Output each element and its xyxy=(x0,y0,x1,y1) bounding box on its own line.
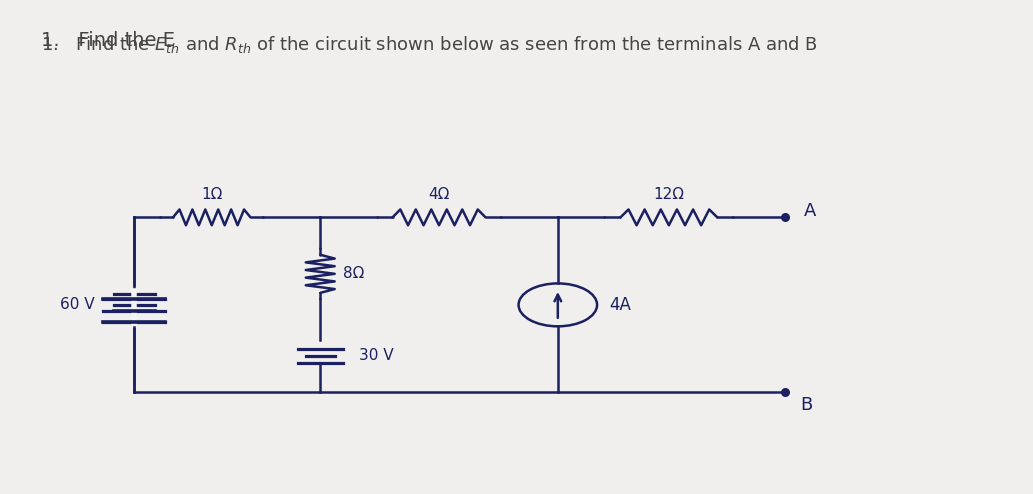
Text: 60 V: 60 V xyxy=(60,297,95,312)
Text: 8Ω: 8Ω xyxy=(343,266,365,281)
Text: 1.   Find the $E_{th}$ and $R_{th}$ of the circuit shown below as seen from the : 1. Find the $E_{th}$ and $R_{th}$ of the… xyxy=(41,34,818,55)
Text: 12Ω: 12Ω xyxy=(653,187,685,202)
Text: 4Ω: 4Ω xyxy=(429,187,449,202)
Text: A: A xyxy=(804,202,816,220)
Text: 4A: 4A xyxy=(609,296,631,314)
Text: 1Ω: 1Ω xyxy=(201,187,222,202)
Text: B: B xyxy=(801,396,813,414)
Text: 30 V: 30 V xyxy=(359,348,395,363)
Text: 1.   Find the E: 1. Find the E xyxy=(41,31,176,49)
